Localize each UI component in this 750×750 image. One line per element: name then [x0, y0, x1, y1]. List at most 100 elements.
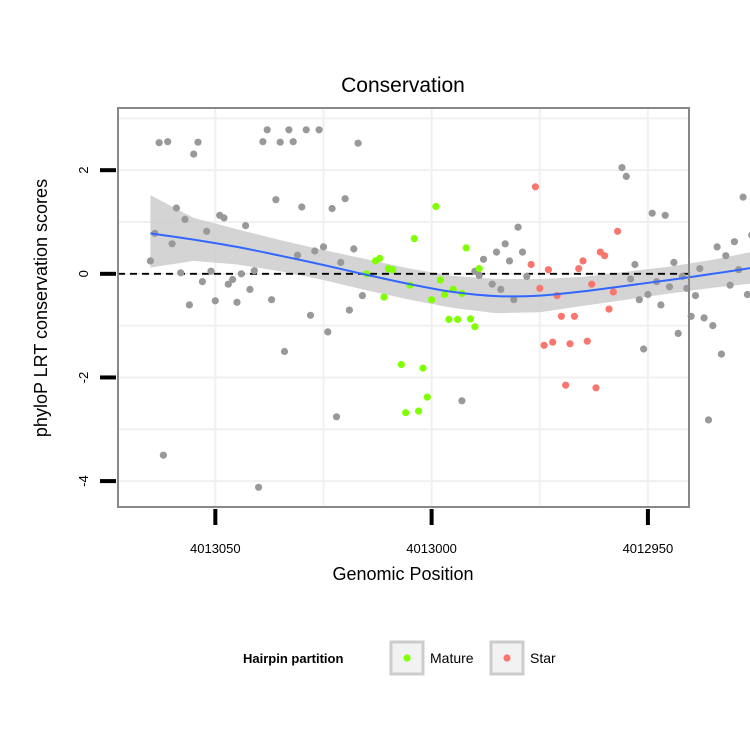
- data-point-other: [177, 269, 185, 277]
- data-point-star: [592, 384, 600, 392]
- y-axis: 2 0 -2 -4: [76, 167, 116, 487]
- data-point-mature: [441, 290, 449, 299]
- data-point-other: [704, 416, 713, 424]
- data-point-other: [648, 209, 656, 217]
- data-point-other: [293, 251, 302, 259]
- data-point-mature: [432, 202, 440, 211]
- data-point-other: [250, 267, 258, 275]
- data-point-other: [168, 240, 176, 248]
- data-point-other: [717, 350, 726, 358]
- data-point-other: [246, 285, 254, 293]
- data-point-other: [185, 301, 193, 309]
- data-point-other: [730, 238, 739, 246]
- series-other: [146, 126, 750, 491]
- data-point-other: [233, 298, 241, 306]
- plot-panel: [117, 107, 750, 508]
- smooth-curve: [150, 232, 750, 298]
- data-point-other: [298, 203, 306, 211]
- data-point-other: [722, 252, 730, 260]
- data-point-other: [713, 243, 721, 251]
- data-point-other: [358, 292, 366, 300]
- data-point-other: [661, 211, 669, 219]
- data-point-other: [644, 290, 652, 299]
- data-point-other: [146, 257, 154, 265]
- y-tick-label: 2: [76, 167, 91, 174]
- data-point-other: [510, 296, 518, 304]
- data-point-other: [479, 255, 488, 263]
- data-point-star: [536, 284, 544, 292]
- data-point-mature: [410, 235, 418, 243]
- data-point-star: [527, 260, 535, 269]
- data-point-other: [518, 248, 527, 256]
- data-point-other: [255, 483, 263, 491]
- data-point-star: [531, 183, 540, 191]
- data-point-other: [345, 306, 353, 314]
- legend-label-star: Star: [530, 650, 556, 666]
- data-point-mature: [475, 265, 483, 273]
- data-point-star: [579, 257, 587, 265]
- data-point-other: [181, 215, 189, 223]
- series-mature: [363, 202, 483, 417]
- data-point-mature: [380, 293, 388, 301]
- data-point-other: [190, 150, 198, 158]
- data-point-other: [354, 139, 362, 147]
- data-point-other: [332, 413, 341, 421]
- data-point-star: [605, 305, 613, 313]
- data-point-mature: [397, 360, 405, 369]
- data-point-other: [229, 275, 237, 284]
- data-point-other: [341, 195, 349, 203]
- data-point-star: [583, 337, 591, 345]
- data-point-other: [328, 204, 336, 213]
- legend-label-mature: Mature: [430, 650, 474, 666]
- data-point-other: [203, 227, 211, 235]
- x-axis: 4013050 4013000 4012950: [190, 509, 673, 556]
- y-axis-title: phyloP LRT conservation scores: [31, 179, 51, 437]
- data-point-other: [631, 260, 639, 269]
- data-point-other: [315, 126, 323, 134]
- data-point-mature: [423, 393, 431, 401]
- data-point-other: [224, 280, 232, 288]
- data-point-other: [501, 240, 509, 248]
- data-point-star: [566, 340, 574, 348]
- data-point-other: [670, 258, 678, 266]
- data-point-other: [696, 265, 704, 273]
- data-point-other: [743, 290, 750, 299]
- data-point-other: [302, 126, 310, 134]
- data-point-mature: [462, 244, 470, 252]
- data-point-other: [198, 278, 206, 286]
- data-point-other: [665, 283, 674, 291]
- data-point-star: [557, 312, 566, 320]
- data-point-other: [263, 126, 271, 134]
- y-tick-label: -2: [76, 372, 91, 384]
- data-point-star: [614, 227, 622, 235]
- data-point-other: [276, 138, 284, 146]
- data-point-other: [514, 223, 522, 231]
- data-point-mature: [471, 323, 479, 331]
- data-point-other: [306, 311, 315, 319]
- data-point-other: [492, 248, 501, 256]
- legend-title: Hairpin partition: [243, 651, 343, 666]
- data-point-other: [268, 296, 276, 304]
- series-star: [527, 183, 622, 392]
- data-point-star: [588, 280, 596, 288]
- data-point-star: [575, 265, 583, 273]
- legend-item-star: Star: [489, 640, 556, 676]
- data-point-star: [544, 266, 553, 274]
- data-point-other: [207, 267, 215, 275]
- data-point-other: [220, 214, 228, 222]
- data-point-star: [549, 338, 557, 346]
- data-point-other: [622, 172, 630, 180]
- data-point-other: [272, 196, 280, 204]
- data-point-mature: [389, 266, 397, 274]
- data-point-mature: [436, 276, 444, 284]
- data-point-other: [726, 281, 734, 289]
- x-tick-label: 4013050: [190, 541, 241, 556]
- data-point-mature: [419, 364, 427, 372]
- data-point-other: [709, 322, 717, 330]
- data-point-star: [540, 341, 548, 349]
- y-tick-label: -4: [76, 475, 91, 487]
- data-point-star: [562, 381, 570, 389]
- data-point-other: [488, 280, 496, 288]
- data-point-other: [691, 292, 700, 300]
